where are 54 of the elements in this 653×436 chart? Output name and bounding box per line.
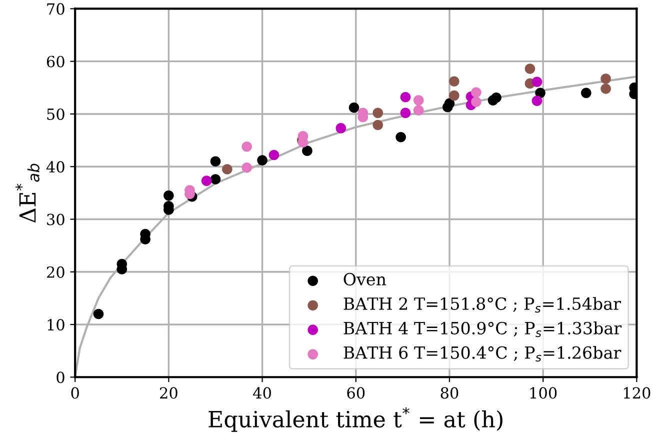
point (524, 64, 536, 74)
point (336, 123, 346, 134)
point (444, 98, 455, 109)
x-tick-label: 80 (440, 387, 458, 399)
point (532, 76, 542, 88)
legend-label: Oven (344, 272, 386, 286)
point (372, 120, 384, 130)
point (242, 141, 252, 152)
y-tick-label: 30 (47, 214, 64, 226)
y-tick-label: 10 (48, 318, 64, 331)
point (449, 76, 460, 86)
point (471, 87, 482, 98)
x-tick-label: 120 (624, 387, 650, 399)
point (201, 176, 212, 186)
point (400, 108, 411, 118)
point (164, 190, 174, 201)
y-tick-label: 50 (47, 108, 64, 120)
x-tick-label: 0 (71, 387, 79, 399)
point (268, 150, 280, 160)
point (242, 162, 252, 173)
x-tick-label: 20 (160, 387, 178, 399)
legend-label: BATH 2 T=151.8°C ; P$_{s}$=1.54bar (344, 297, 622, 313)
point (600, 84, 611, 94)
point (396, 132, 406, 142)
point (257, 155, 268, 166)
y-axis-title: ΔE$^{*}$$_{ab}$ (16, 164, 40, 223)
point (413, 105, 424, 116)
x-axis-title: Equivalent time t$^{*}$ = at (h) (208, 407, 502, 432)
point (532, 96, 542, 106)
point (535, 88, 546, 98)
point (400, 92, 411, 102)
x-tick-label: 40 (253, 387, 271, 399)
point (210, 174, 221, 184)
point (302, 146, 312, 156)
legend-label: BATH 6 T=150.4°C ; P$_{s}$=1.26bar (344, 346, 622, 362)
y-tick-label: 60 (46, 56, 64, 68)
point (210, 156, 221, 166)
x-tick-label: 60 (347, 387, 365, 399)
point (348, 102, 360, 113)
y-tick-label: 20 (46, 266, 64, 278)
y-tick-label: 0 (56, 372, 64, 384)
point (449, 90, 460, 101)
point (471, 96, 482, 108)
y-tick-label: 70 (47, 3, 64, 15)
y-tick-label: 40 (46, 161, 64, 173)
point (491, 92, 502, 103)
legend-label: BATH 4 T=150.9°C ; P$_{s}$=1.33bar (344, 322, 622, 338)
point (93, 308, 104, 320)
point (413, 95, 424, 106)
point (600, 74, 611, 84)
point (222, 164, 232, 174)
point (372, 108, 384, 118)
point (580, 88, 592, 98)
x-tick-label: 100 (530, 387, 557, 399)
